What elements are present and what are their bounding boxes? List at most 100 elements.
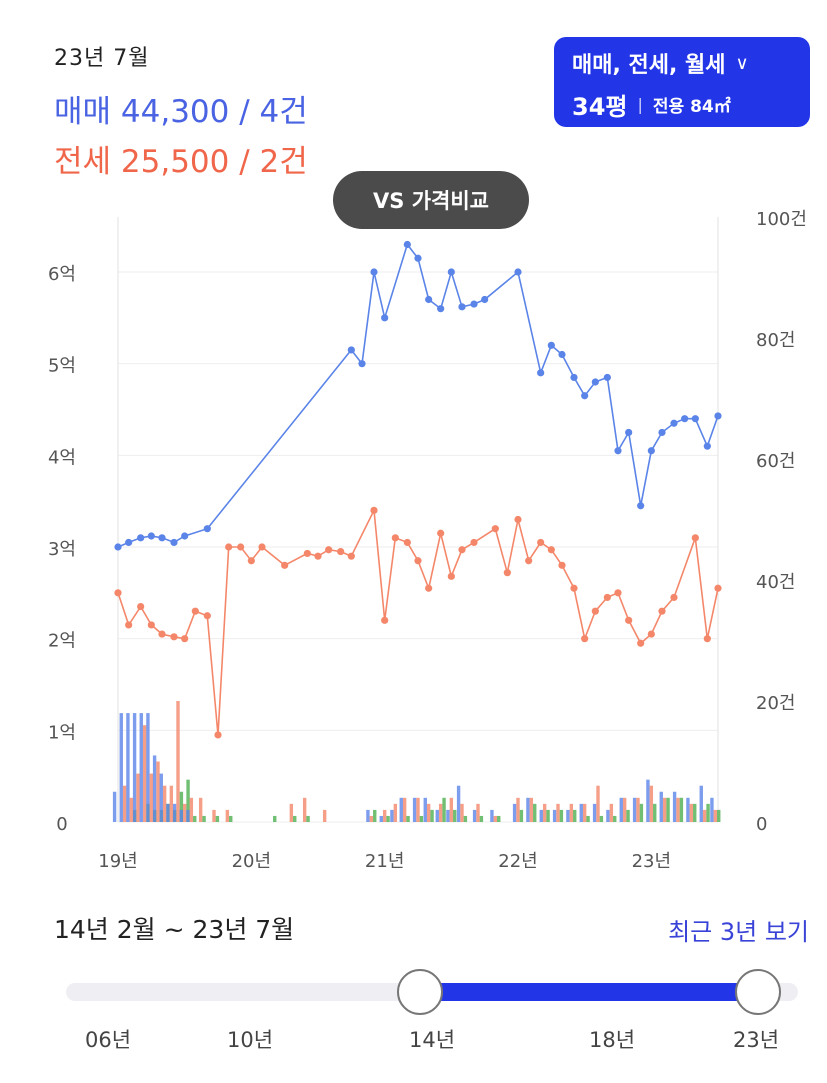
volume-bar-other bbox=[215, 815, 220, 822]
volume-bar-other bbox=[186, 779, 190, 822]
volume-bar-jeonse bbox=[402, 797, 407, 822]
x-tick-label: 21년 bbox=[365, 851, 404, 872]
y-right-tick-label: 80건 bbox=[756, 330, 795, 351]
data-point-jeonse bbox=[658, 607, 666, 615]
data-point-sale bbox=[137, 534, 145, 542]
data-point-jeonse bbox=[203, 612, 211, 620]
volume-bar-jeonse bbox=[198, 797, 203, 822]
data-point-jeonse bbox=[614, 589, 622, 597]
y-right-tick-label: 0 bbox=[756, 814, 767, 835]
volume-bar-other bbox=[546, 809, 550, 822]
volume-bar-jeonse bbox=[493, 815, 498, 822]
data-point-jeonse bbox=[170, 633, 178, 641]
volume-bar-jeonse bbox=[569, 803, 574, 822]
data-point-sale bbox=[381, 314, 389, 322]
data-point-jeonse bbox=[325, 546, 333, 554]
volume-bar-sale bbox=[112, 791, 117, 822]
volume-bar-jeonse bbox=[162, 785, 167, 822]
volume-bar-other bbox=[586, 815, 590, 822]
range-tick-label: 10년 bbox=[226, 1028, 274, 1052]
data-point-sale bbox=[537, 369, 545, 377]
data-point-jeonse bbox=[147, 621, 155, 629]
volume-bar-other bbox=[273, 815, 277, 822]
range-start-handle[interactable] bbox=[397, 969, 443, 1015]
volume-bar-other bbox=[479, 815, 484, 822]
vs-price-compare-button[interactable]: VS 가격비교 bbox=[333, 171, 529, 229]
volume-bar-sale bbox=[126, 713, 130, 822]
volume-bar-sale bbox=[172, 803, 177, 822]
volume-bar-sale bbox=[186, 809, 190, 822]
volume-bar-jeonse bbox=[122, 785, 127, 822]
volume-bar-jeonse bbox=[676, 797, 680, 822]
range-tick-label: 14년 bbox=[408, 1028, 456, 1052]
volume-bar-jeonse bbox=[212, 809, 216, 822]
volume-bar-other bbox=[179, 791, 184, 822]
trade-type-label: 매매, 전세, 월세 bbox=[572, 53, 726, 78]
y-left-tick-label: 6억 bbox=[48, 264, 76, 285]
volume-bar-sale bbox=[159, 773, 163, 822]
data-point-sale bbox=[625, 428, 633, 437]
range-slider-fill bbox=[420, 983, 758, 1001]
volume-bar-other bbox=[306, 815, 310, 822]
x-tick-label: 23년 bbox=[632, 851, 671, 872]
size-label: 34평 bbox=[572, 93, 628, 121]
data-point-jeonse bbox=[237, 543, 245, 551]
trade-type-filter-button[interactable]: 매매, 전세, 월세 ∨ 34평 | 전용 84㎡ bbox=[554, 37, 810, 127]
volume-bar-sale bbox=[490, 809, 494, 822]
recent-3-years-link[interactable]: 최근 3년 보기 bbox=[668, 918, 809, 946]
data-point-sale bbox=[558, 350, 566, 359]
volume-bar-other bbox=[419, 815, 424, 822]
data-point-sale bbox=[614, 447, 622, 455]
data-point-sale bbox=[691, 415, 699, 423]
volume-bar-other bbox=[519, 809, 524, 822]
range-end-handle[interactable] bbox=[735, 969, 781, 1015]
volume-bar-other bbox=[626, 809, 630, 822]
data-point-jeonse bbox=[625, 616, 633, 624]
y-right-tick-label: 60건 bbox=[756, 451, 795, 472]
data-point-sale bbox=[658, 428, 666, 437]
data-point-jeonse bbox=[670, 593, 678, 602]
data-point-jeonse bbox=[337, 547, 345, 556]
selected-month: 23년 7월 bbox=[54, 46, 150, 71]
volume-bar-sale bbox=[659, 791, 663, 822]
data-point-jeonse bbox=[558, 561, 566, 569]
volume-bar-other bbox=[706, 803, 710, 822]
divider: | bbox=[637, 95, 643, 114]
y-left-tick-label: 4억 bbox=[48, 447, 76, 468]
volume-bar-jeonse bbox=[142, 725, 147, 822]
volume-bar-other bbox=[533, 803, 537, 822]
volume-bar-other bbox=[666, 797, 670, 822]
volume-bar-other bbox=[613, 815, 617, 822]
volume-bar-other bbox=[442, 797, 446, 822]
data-point-jeonse bbox=[703, 635, 711, 643]
data-point-jeonse bbox=[691, 534, 699, 542]
volume-bar-sale bbox=[606, 809, 610, 822]
volume-bar-jeonse bbox=[713, 809, 718, 822]
volume-bar-sale bbox=[710, 797, 714, 822]
data-point-jeonse bbox=[181, 635, 189, 643]
data-point-sale bbox=[125, 538, 133, 547]
data-point-sale bbox=[170, 538, 178, 547]
volume-bar-other bbox=[639, 803, 644, 822]
data-point-sale bbox=[714, 412, 722, 420]
volume-bar-other bbox=[463, 815, 468, 822]
volume-bar-jeonse bbox=[189, 797, 194, 822]
data-point-jeonse bbox=[503, 569, 511, 577]
volume-bar-sale bbox=[423, 797, 427, 822]
volume-bar-other bbox=[386, 815, 390, 822]
volume-bar-sale bbox=[686, 797, 690, 822]
volume-bar-jeonse bbox=[622, 797, 627, 822]
range-tick-label: 06년 bbox=[84, 1028, 132, 1052]
volume-bar-jeonse bbox=[289, 803, 294, 822]
volume-bar-other bbox=[202, 815, 206, 822]
data-point-sale bbox=[547, 341, 555, 349]
data-point-jeonse bbox=[137, 602, 145, 611]
volume-bar-sale bbox=[592, 803, 597, 822]
data-point-jeonse bbox=[414, 557, 422, 565]
data-point-jeonse bbox=[591, 607, 599, 615]
volume-bar-sale bbox=[646, 779, 650, 822]
data-point-jeonse bbox=[403, 538, 411, 547]
volume-bar-sale bbox=[472, 809, 477, 822]
date-range-label: 14년 2월 ~ 23년 7월 bbox=[54, 915, 295, 944]
volume-bar-jeonse bbox=[416, 797, 420, 822]
